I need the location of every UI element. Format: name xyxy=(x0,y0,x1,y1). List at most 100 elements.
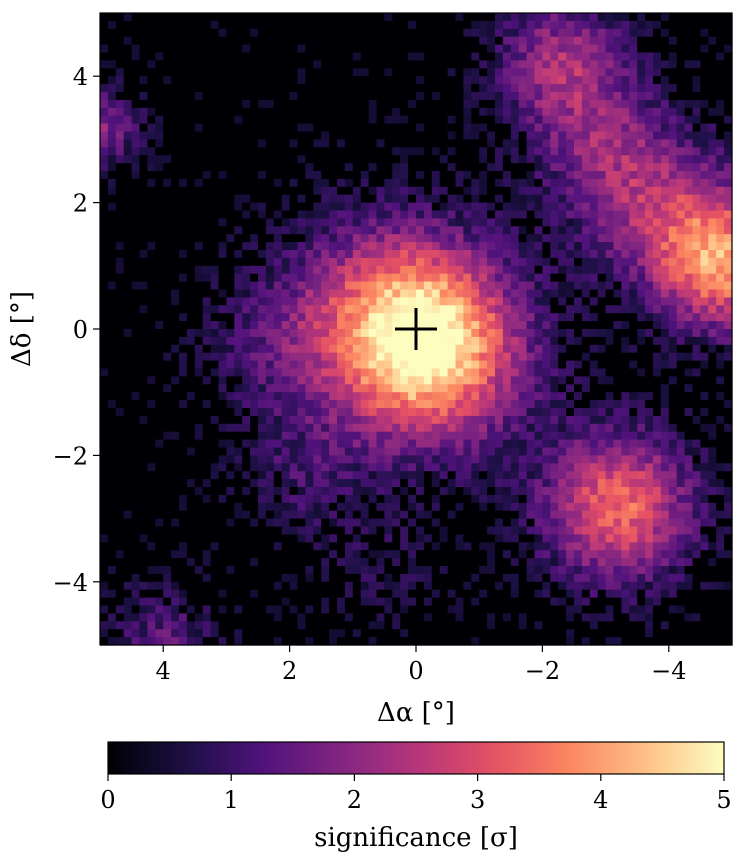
heatmap-cell xyxy=(613,423,622,433)
heatmap-cell xyxy=(487,415,496,425)
heatmap-cell xyxy=(708,336,717,346)
heatmap-cell xyxy=(273,321,283,330)
heatmap-cell xyxy=(716,186,725,196)
heatmap-cell xyxy=(495,479,504,488)
heatmap-cell xyxy=(115,147,125,156)
heatmap-cell xyxy=(139,178,148,188)
heatmap-cell xyxy=(392,400,401,409)
heatmap-cell xyxy=(502,344,512,354)
heatmap-cell xyxy=(645,455,654,464)
heatmap-cell xyxy=(700,423,709,433)
heatmap-cell xyxy=(297,60,306,69)
heatmap-cell xyxy=(463,210,472,219)
heatmap-cell xyxy=(431,471,441,480)
heatmap-cell xyxy=(518,305,528,314)
heatmap-cell xyxy=(684,123,694,133)
heatmap-cell xyxy=(131,92,141,101)
heatmap-cell xyxy=(447,84,457,93)
heatmap-cell xyxy=(210,68,220,77)
heatmap-cell xyxy=(613,352,622,362)
heatmap-cell xyxy=(313,305,322,314)
heatmap-cell xyxy=(100,226,109,235)
heatmap-cell xyxy=(155,20,164,30)
heatmap-cell xyxy=(179,479,188,488)
heatmap-cell xyxy=(408,155,417,164)
heatmap-cell xyxy=(139,36,148,46)
heatmap-cell xyxy=(660,494,670,504)
heatmap-cell xyxy=(495,218,504,227)
heatmap-cell xyxy=(534,400,543,409)
heatmap-cell xyxy=(621,210,630,219)
heatmap-cell xyxy=(621,423,630,433)
heatmap-cell xyxy=(131,336,141,346)
heatmap-cell xyxy=(621,471,630,480)
heatmap-cell xyxy=(558,194,567,204)
heatmap-cell xyxy=(566,13,575,22)
heatmap-cell xyxy=(621,52,630,61)
heatmap-cell xyxy=(645,242,654,251)
heatmap-cell xyxy=(423,408,433,417)
heatmap-cell xyxy=(147,431,156,441)
heatmap-cell xyxy=(100,202,109,212)
heatmap-cell xyxy=(526,28,536,38)
heatmap-cell xyxy=(139,194,148,204)
heatmap-cell xyxy=(115,13,125,22)
heatmap-cell xyxy=(131,392,141,401)
heatmap-cell xyxy=(400,392,409,401)
heatmap-cell xyxy=(234,52,243,61)
heatmap-cell xyxy=(289,479,299,488)
heatmap-cell xyxy=(487,84,496,93)
heatmap-cell xyxy=(423,297,433,306)
heatmap-cell xyxy=(218,139,227,148)
heatmap-cell xyxy=(597,178,607,188)
heatmap-cell xyxy=(171,99,180,109)
heatmap-cell xyxy=(566,178,575,188)
heatmap-cell xyxy=(589,210,599,219)
heatmap-cell xyxy=(147,471,156,480)
heatmap-cell xyxy=(313,28,322,38)
heatmap-cell xyxy=(637,202,646,212)
heatmap-cell xyxy=(684,487,694,496)
heatmap-cell xyxy=(408,20,417,30)
heatmap-cell xyxy=(502,392,512,401)
heatmap-cell xyxy=(171,289,180,298)
heatmap-cell xyxy=(621,313,630,322)
heatmap-cell xyxy=(700,289,709,298)
heatmap-cell xyxy=(479,60,488,69)
heatmap-cell xyxy=(526,376,536,385)
heatmap-cell xyxy=(384,265,393,275)
heatmap-cell xyxy=(645,210,654,219)
heatmap-cell xyxy=(218,163,227,172)
heatmap-cell xyxy=(653,479,662,488)
heatmap-cell xyxy=(368,139,378,148)
heatmap-cell xyxy=(194,147,204,156)
heatmap-cell xyxy=(550,447,559,456)
heatmap-cell xyxy=(495,123,504,133)
heatmap-cell xyxy=(542,52,551,61)
heatmap-cell xyxy=(487,313,496,322)
heatmap-cell xyxy=(653,28,662,38)
heatmap-cell xyxy=(234,336,243,346)
heatmap-cell xyxy=(605,463,615,472)
heatmap-cell xyxy=(408,273,417,283)
heatmap-cell xyxy=(629,360,638,370)
heatmap-cell xyxy=(163,471,172,480)
heatmap-cell xyxy=(708,194,717,204)
heatmap-cell xyxy=(376,171,385,180)
heatmap-cell xyxy=(510,107,520,117)
heatmap-cell xyxy=(542,242,551,251)
heatmap-cell xyxy=(289,36,299,46)
heatmap-cell xyxy=(479,423,488,433)
heatmap-cell xyxy=(186,68,196,77)
heatmap-cell xyxy=(115,439,125,449)
heatmap-cell xyxy=(400,52,409,61)
heatmap-cell xyxy=(668,52,678,61)
heatmap-cell xyxy=(431,155,441,164)
heatmap-cell xyxy=(676,257,686,267)
heatmap-cell xyxy=(186,447,196,456)
heatmap-cell xyxy=(155,123,164,133)
heatmap-cell xyxy=(337,376,346,385)
heatmap-cell xyxy=(660,155,670,164)
heatmap-cell xyxy=(273,44,283,54)
heatmap-cell xyxy=(495,400,504,409)
